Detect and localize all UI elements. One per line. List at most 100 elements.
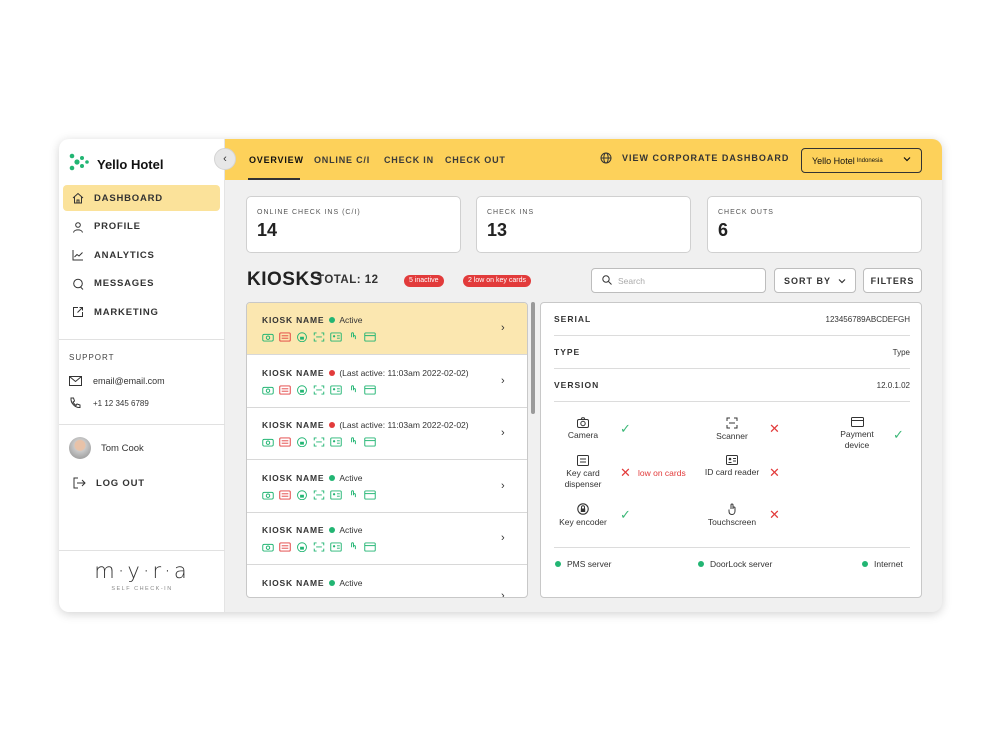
detail-row-type: TYPE Type bbox=[554, 336, 910, 369]
kiosk-status: (Last active: 11:03am 2022-02-02) bbox=[339, 420, 469, 430]
tab-online-ci[interactable]: ONLINE C/I bbox=[314, 155, 371, 165]
tab-overview[interactable]: OVERVIEW bbox=[249, 155, 304, 165]
tab-check-in[interactable]: CHECK IN bbox=[384, 155, 434, 165]
stat-label: CHECK INS bbox=[487, 209, 535, 216]
external-link-icon bbox=[71, 305, 85, 319]
support-email[interactable]: email@email.com bbox=[69, 376, 165, 386]
detail-row-serial: SERIAL 123456789ABCDEFGH bbox=[554, 303, 910, 336]
filters-button[interactable]: FILTERS bbox=[863, 268, 922, 293]
status-dot bbox=[329, 579, 336, 586]
low-on-cards-note: low on cards bbox=[638, 468, 686, 478]
scanner-icon bbox=[313, 384, 325, 395]
kiosk-row[interactable]: KIOSK NAME Active › bbox=[247, 513, 527, 565]
collapse-sidebar-button[interactable]: ‹ bbox=[214, 148, 236, 170]
version-label: VERSION bbox=[554, 380, 600, 390]
lock-icon bbox=[296, 542, 308, 552]
sidebar-item-dashboard[interactable]: DASHBOARD bbox=[63, 185, 220, 211]
support-title: SUPPORT bbox=[69, 353, 115, 362]
support-email-text: email@email.com bbox=[93, 376, 165, 386]
hotel-select-region: Indonesia bbox=[856, 157, 883, 164]
kiosk-row[interactable]: KIOSK NAME (Last active: 11:03am 2022-02-… bbox=[247, 408, 527, 460]
serial-value: 123456789ABCDEFGH bbox=[825, 314, 911, 324]
home-icon bbox=[71, 191, 85, 205]
user-name: Tom Cook bbox=[101, 442, 144, 454]
kiosks-total: TOTAL: 12 bbox=[317, 274, 379, 286]
stat-label: ONLINE CHECK INS (C/I) bbox=[257, 209, 361, 216]
cross-icon: ✕ bbox=[769, 421, 780, 436]
sort-by-button[interactable]: SORT BY bbox=[774, 268, 856, 293]
feature-key-card-dispenser: Key card dispenser bbox=[553, 455, 613, 490]
status-dot bbox=[329, 317, 336, 323]
stat-card-checkins: CHECK INS 13 bbox=[476, 196, 691, 253]
kiosk-row[interactable]: KIOSK NAME (Last active: 11:03am 2022-02-… bbox=[247, 356, 527, 408]
view-corporate-dashboard-link[interactable]: VIEW CORPORATE DASHBOARD bbox=[600, 152, 789, 164]
status-dot bbox=[555, 561, 561, 567]
scanner-icon bbox=[702, 417, 762, 429]
feature-label: Key card dispenser bbox=[564, 468, 602, 489]
myra-wordmark: m·y·r·a bbox=[94, 559, 190, 583]
support-phone[interactable]: +1 12 345 6789 bbox=[69, 397, 149, 409]
lock-icon bbox=[296, 437, 308, 447]
stat-card-checkouts: CHECK OUTS 6 bbox=[707, 196, 922, 253]
type-label: TYPE bbox=[554, 347, 581, 357]
server-status-internet: Internet bbox=[862, 559, 903, 569]
brand[interactable]: Yello Hotel bbox=[69, 153, 163, 176]
sidebar: Yello Hotel DASHBOARD PROFILE ANALYTICS bbox=[59, 139, 225, 612]
cross-icon: ✕ bbox=[769, 465, 780, 480]
hotel-select[interactable]: Yello Hotel Indonesia bbox=[801, 148, 922, 173]
camera-icon bbox=[262, 490, 274, 500]
kiosk-row[interactable]: KIOSK NAME Active › bbox=[247, 461, 527, 513]
camera-icon bbox=[553, 417, 613, 428]
check-icon: ✓ bbox=[620, 421, 631, 436]
module-icons bbox=[262, 437, 376, 447]
cross-icon: ✕ bbox=[769, 507, 780, 522]
sidebar-divider bbox=[59, 424, 225, 425]
logout-button[interactable]: LOG OUT bbox=[73, 477, 145, 489]
chevron-right-icon: › bbox=[501, 589, 505, 598]
sidebar-nav: DASHBOARD PROFILE ANALYTICS MESSAGES bbox=[63, 185, 220, 328]
touch-icon bbox=[347, 332, 359, 342]
touch-icon bbox=[347, 542, 359, 552]
support-phone-text: +1 12 345 6789 bbox=[93, 398, 149, 408]
feature-label: Touchscreen bbox=[707, 517, 757, 527]
inactive-badge[interactable]: 5 inactive bbox=[404, 275, 444, 287]
feature-label: Key encoder bbox=[559, 517, 607, 527]
sidebar-item-label: MARKETING bbox=[94, 306, 159, 318]
keycard-icon bbox=[279, 542, 291, 552]
low-cards-badge[interactable]: 2 low on key cards bbox=[463, 275, 531, 287]
brand-name: Yello Hotel bbox=[97, 157, 164, 172]
server-label: DoorLock server bbox=[710, 559, 773, 569]
app-window: Yello Hotel DASHBOARD PROFILE ANALYTICS bbox=[59, 139, 942, 612]
kiosk-status: Active bbox=[339, 577, 363, 588]
card-icon bbox=[364, 332, 376, 342]
sidebar-item-messages[interactable]: MESSAGES bbox=[63, 271, 220, 297]
feature-key-encoder: Key encoder bbox=[553, 503, 613, 528]
scanner-icon bbox=[313, 542, 325, 552]
chevron-down-icon bbox=[838, 277, 846, 285]
chevron-right-icon: › bbox=[501, 479, 505, 492]
touch-icon bbox=[347, 489, 359, 500]
kiosk-list-scrollbar[interactable] bbox=[531, 302, 535, 414]
kiosk-row[interactable]: KIOSK NAME Active › bbox=[247, 566, 527, 598]
search-input[interactable] bbox=[618, 275, 758, 286]
sidebar-item-profile[interactable]: PROFILE bbox=[63, 214, 220, 240]
keycard-icon bbox=[279, 332, 291, 342]
card-icon bbox=[364, 489, 376, 500]
mail-icon bbox=[69, 376, 83, 386]
card-icon bbox=[364, 384, 376, 395]
sidebar-item-label: ANALYTICS bbox=[94, 249, 155, 261]
avatar bbox=[69, 437, 91, 459]
feature-scanner: Scanner bbox=[702, 417, 762, 442]
user-profile[interactable]: Tom Cook bbox=[69, 437, 144, 459]
kiosk-name: KIOSK NAME bbox=[262, 367, 325, 378]
tab-check-out[interactable]: CHECK OUT bbox=[445, 155, 506, 165]
sidebar-item-analytics[interactable]: ANALYTICS bbox=[63, 242, 220, 268]
search-box[interactable] bbox=[591, 268, 766, 293]
feature-label: Camera bbox=[567, 430, 599, 440]
kiosk-row[interactable]: KIOSK NAME Active › bbox=[247, 303, 527, 355]
kiosk-list[interactable]: KIOSK NAME Active › KIOSK NAME (Last activ… bbox=[246, 302, 528, 598]
sidebar-item-label: DASHBOARD bbox=[94, 192, 163, 204]
chevron-right-icon: › bbox=[501, 322, 505, 334]
sidebar-item-marketing[interactable]: MARKETING bbox=[63, 299, 220, 325]
kiosk-status: Active bbox=[339, 315, 363, 325]
